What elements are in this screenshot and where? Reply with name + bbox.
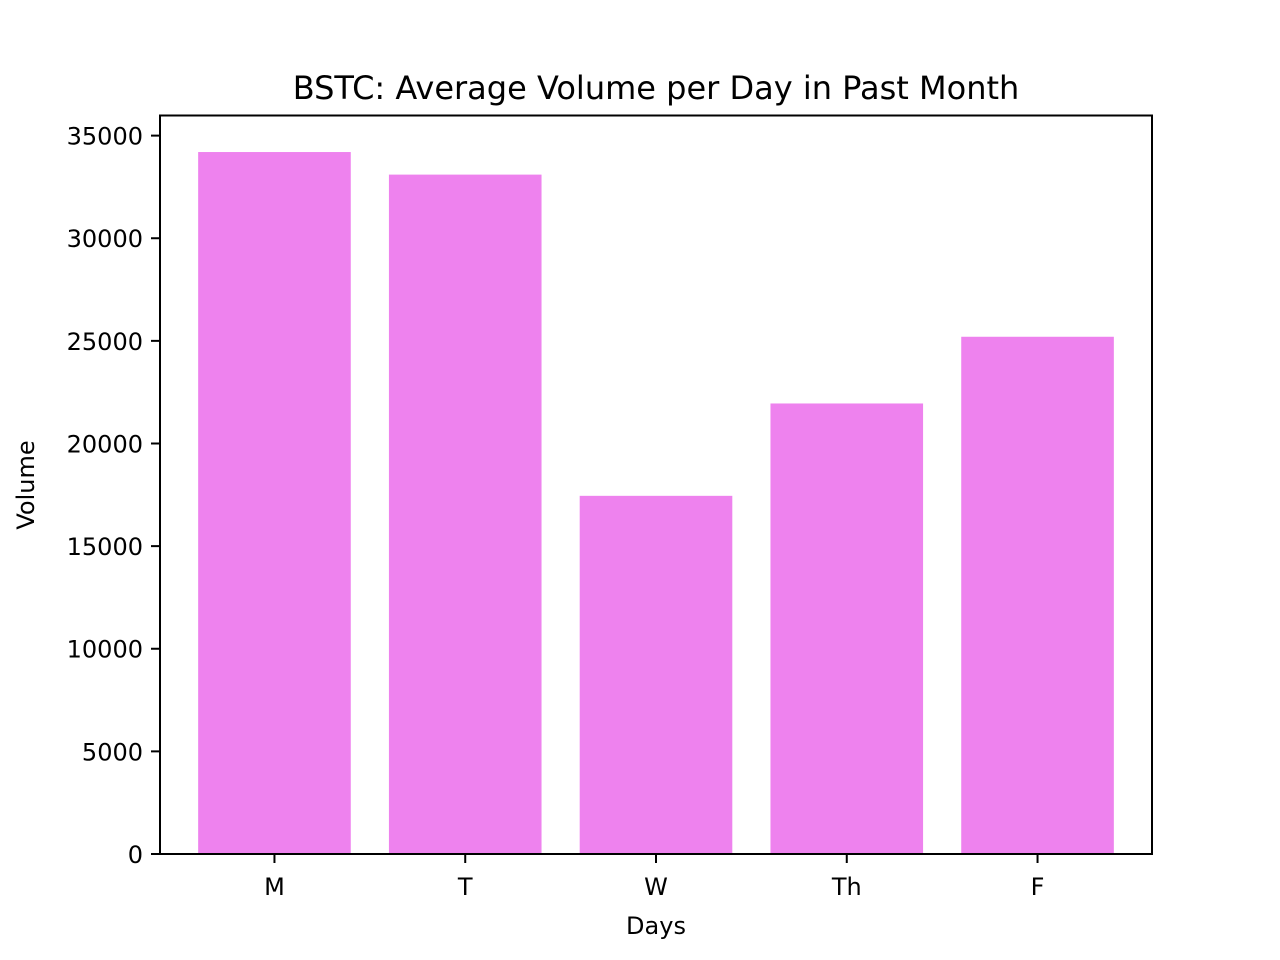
x-tick-label: M <box>264 873 285 901</box>
y-tick-label: 20000 <box>67 430 143 458</box>
y-tick-label: 25000 <box>67 328 143 356</box>
y-tick-label: 0 <box>128 841 143 869</box>
bar-th <box>770 403 924 854</box>
y-axis-label: Volume <box>12 440 40 529</box>
bar-m <box>198 152 351 854</box>
x-tick-label: F <box>1031 873 1045 901</box>
bar-t <box>388 174 542 854</box>
y-tick-label: 30000 <box>67 225 143 253</box>
y-axis: 0 5000 10000 15000 20000 25000 30000 35000 <box>67 123 160 869</box>
chart-title: BSTC: Average Volume per Day in Past Mon… <box>293 69 1020 107</box>
x-axis: M T W Th F <box>264 854 1044 901</box>
y-tick-label: 35000 <box>67 123 143 151</box>
y-tick-label: 15000 <box>67 533 143 561</box>
bar-group <box>198 152 1114 854</box>
y-tick-label: 5000 <box>82 738 143 766</box>
bar-f <box>961 336 1114 854</box>
x-tick-label: T <box>457 873 473 901</box>
bar-w <box>579 495 733 854</box>
x-axis-label: Days <box>626 912 686 940</box>
x-tick-label: Th <box>831 873 862 901</box>
x-tick-label: W <box>644 873 668 901</box>
y-tick-label: 10000 <box>67 636 143 664</box>
